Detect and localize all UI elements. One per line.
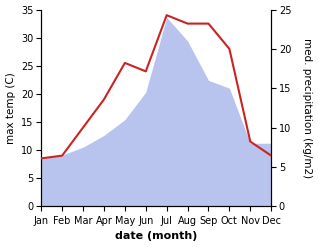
Y-axis label: med. precipitation (kg/m2): med. precipitation (kg/m2) — [302, 38, 313, 178]
Y-axis label: max temp (C): max temp (C) — [5, 72, 16, 144]
X-axis label: date (month): date (month) — [115, 231, 197, 242]
